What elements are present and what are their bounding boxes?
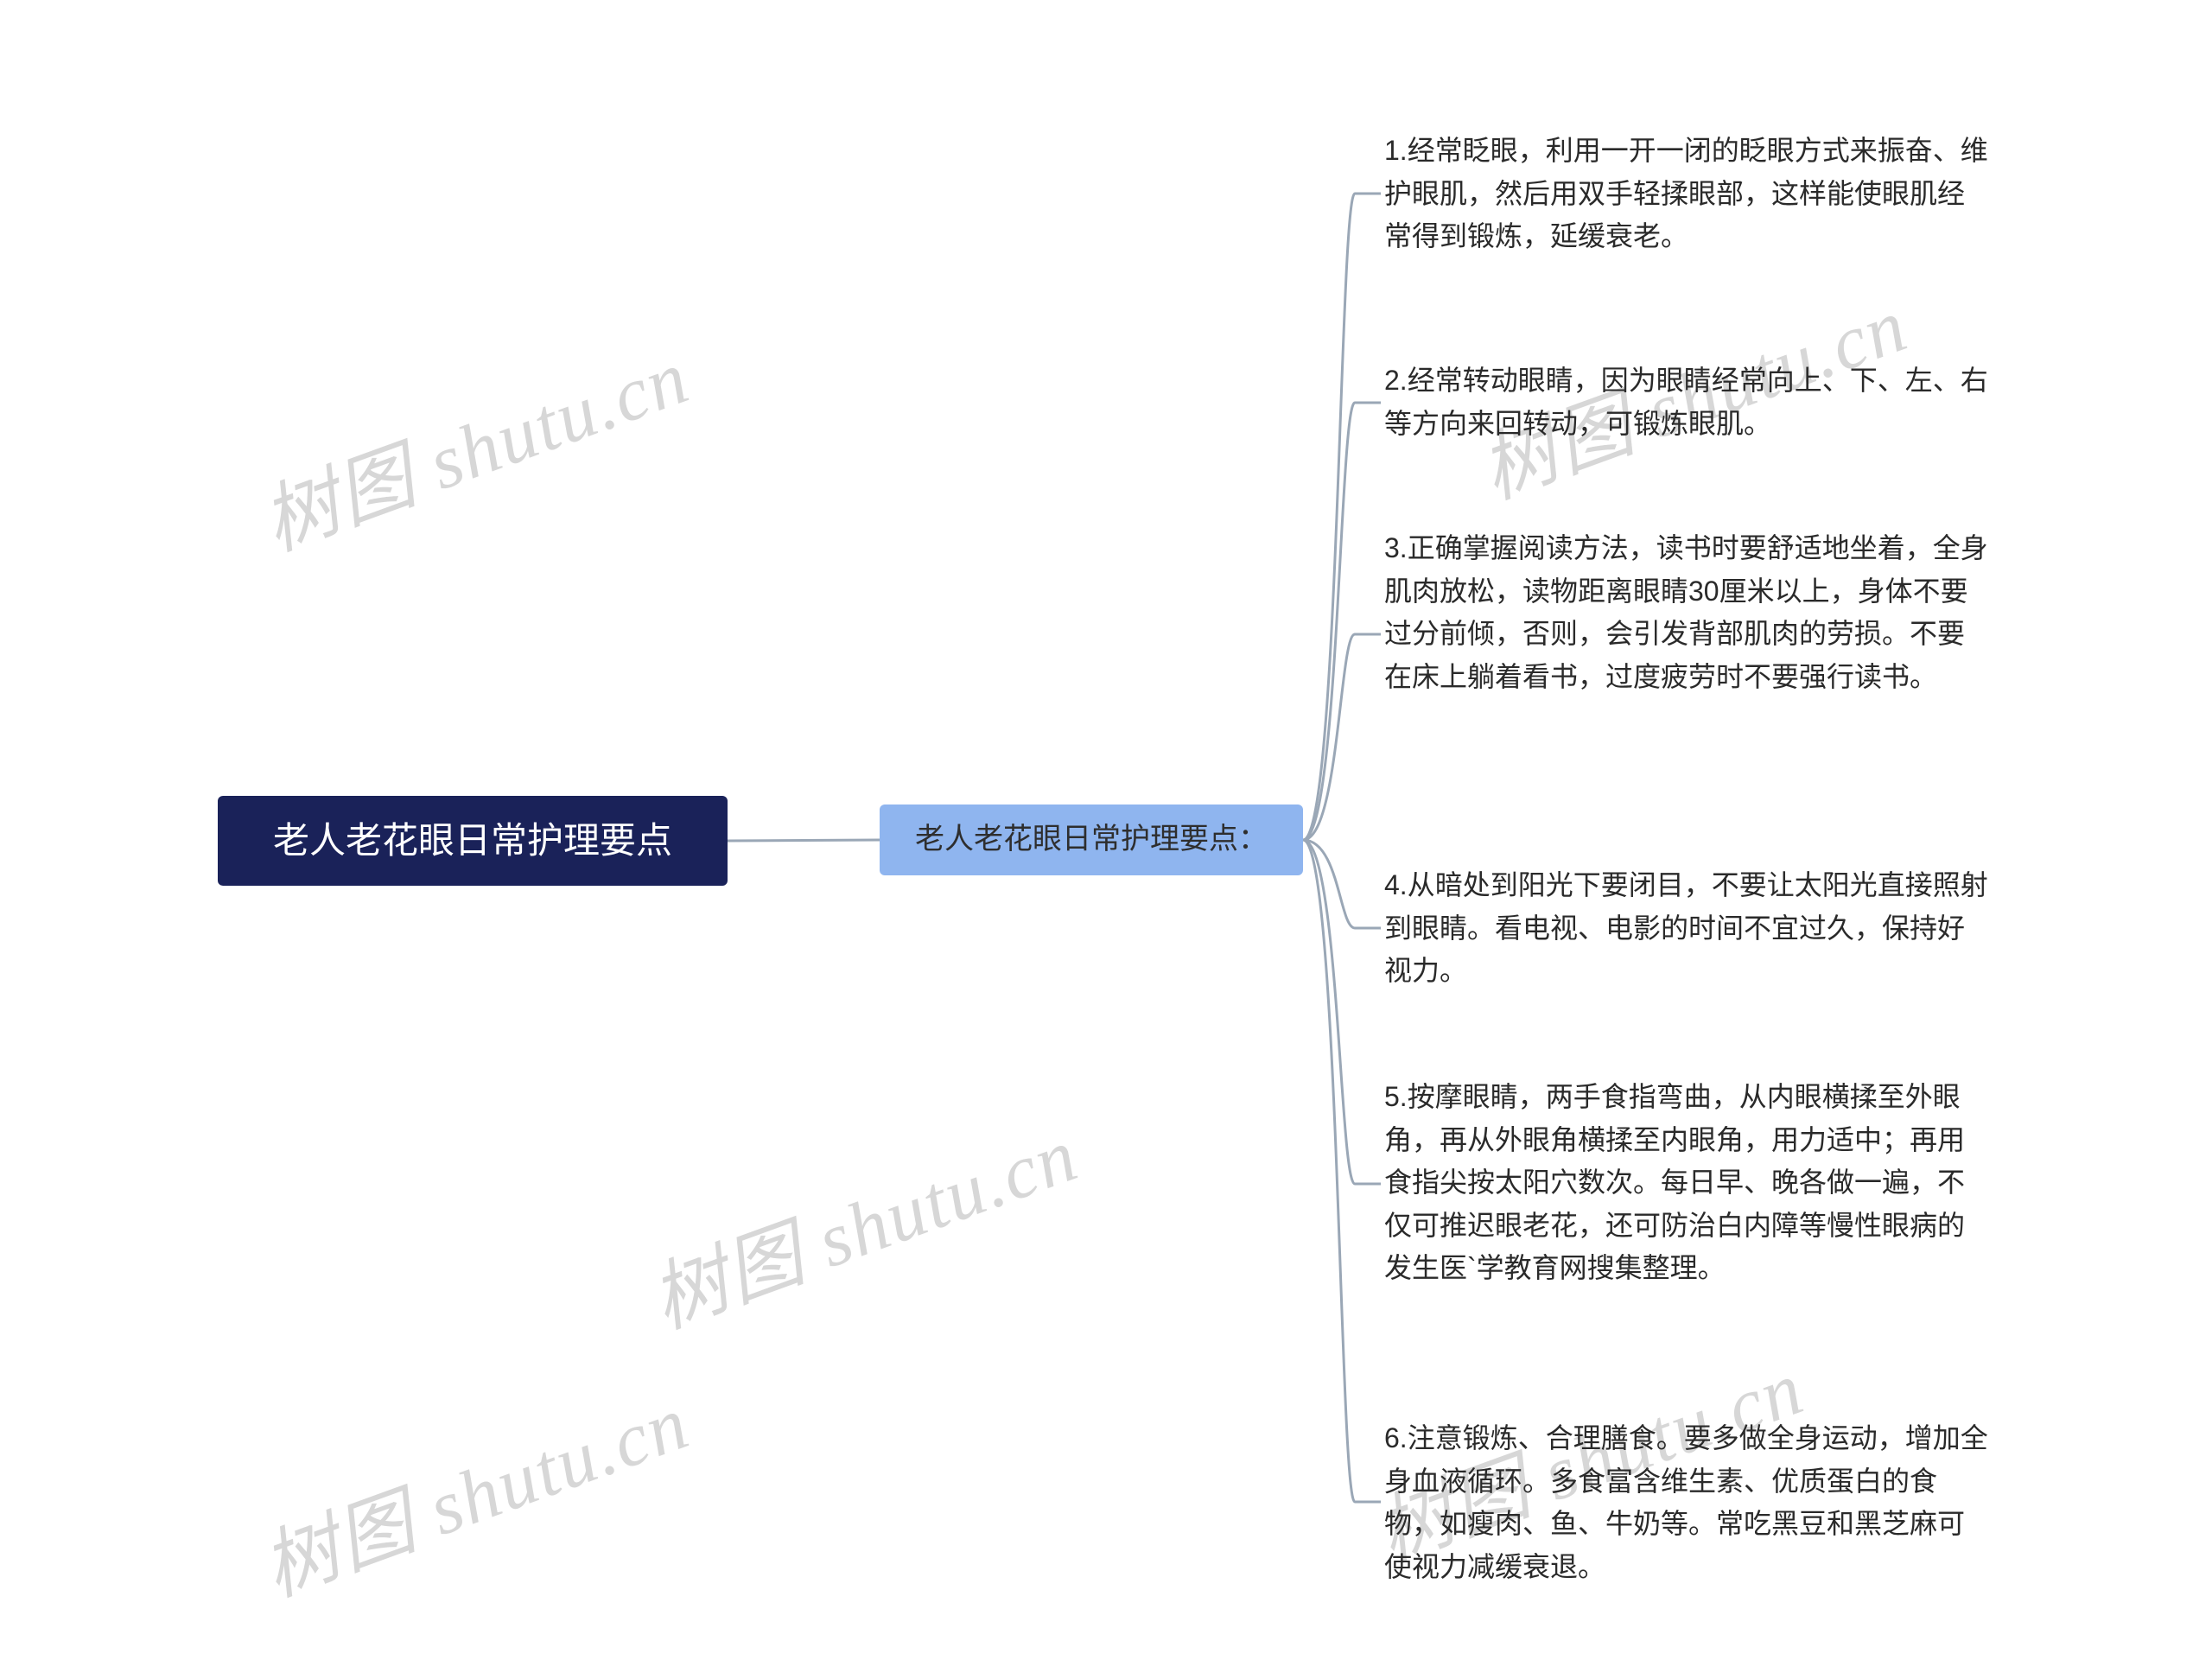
leaf-node[interactable]: 1.经常眨眼，利用一开一闭的眨眼方式来振奋、维护眼肌，然后用双手轻揉眼部，这样能… (1384, 130, 1989, 258)
leaf-node[interactable]: 6.注意锻炼、合理膳食。要多做全身运动，增加全身血液循环。多食富含维生素、优质蛋… (1384, 1417, 1989, 1588)
leaf-node[interactable]: 5.按摩眼睛，两手食指弯曲，从内眼横揉至外眼角，再从外眼角横揉至内眼角，用力适中… (1384, 1076, 1989, 1290)
watermark: 树图 shutu.cn (634, 1094, 1090, 1350)
leaf-node[interactable]: 4.从暗处到阳光下要闭目，不要让太阳光直接照射到眼睛。看电视、电影的时间不宜过久… (1384, 864, 1989, 993)
root-node[interactable]: 老人老花眼日常护理要点 (218, 796, 728, 886)
watermark: 树图 shutu.cn (245, 316, 702, 572)
leaf-text: 6.注意锻炼、合理膳食。要多做全身运动，增加全身血液循环。多食富含维生素、优质蛋… (1384, 1422, 1988, 1582)
leaf-node[interactable]: 3.正确掌握阅读方法，读书时要舒适地坐着，全身肌肉放松，读物距离眼睛30厘米以上… (1384, 527, 1989, 698)
leaf-text: 4.从暗处到阳光下要闭目，不要让太阳光直接照射到眼睛。看电视、电影的时间不宜过久… (1384, 869, 1988, 986)
sub-label: 老人老花眼日常护理要点： (915, 819, 1268, 861)
mindmap-canvas: 树图 shutu.cn 树图 shutu.cn 树图 shutu.cn 树图 s… (0, 0, 2212, 1679)
leaf-text: 2.经常转动眼睛，因为眼睛经常向上、下、左、右等方向来回转动，可锻炼眼肌。 (1384, 365, 1988, 439)
leaf-text: 5.按摩眼睛，两手食指弯曲，从内眼横揉至外眼角，再从外眼角横揉至内眼角，用力适中… (1384, 1081, 1965, 1283)
leaf-text: 1.经常眨眼，利用一开一闭的眨眼方式来振奋、维护眼肌，然后用双手轻揉眼部，这样能… (1384, 135, 1988, 251)
leaf-text: 3.正确掌握阅读方法，读书时要舒适地坐着，全身肌肉放松，读物距离眼睛30厘米以上… (1384, 532, 1988, 692)
root-label: 老人老花眼日常护理要点 (273, 816, 672, 867)
watermark: 树图 shutu.cn (245, 1362, 702, 1618)
sub-node[interactable]: 老人老花眼日常护理要点： (880, 805, 1303, 875)
leaf-node[interactable]: 2.经常转动眼睛，因为眼睛经常向上、下、左、右等方向来回转动，可锻炼眼肌。 (1384, 359, 1989, 445)
